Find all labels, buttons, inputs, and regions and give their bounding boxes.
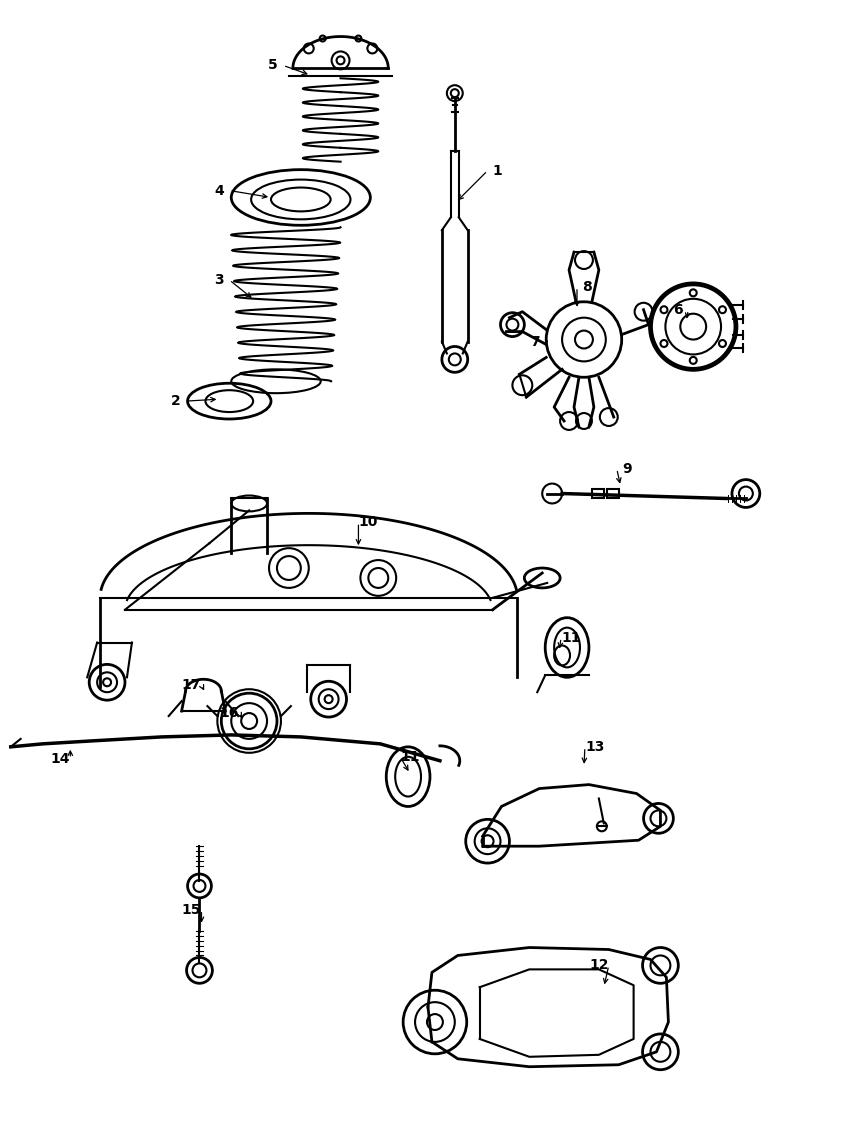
Text: 5: 5 <box>268 58 278 72</box>
Text: 13: 13 <box>585 740 605 754</box>
Text: 2: 2 <box>170 394 181 408</box>
Text: 16: 16 <box>220 706 239 720</box>
Text: 7: 7 <box>531 335 540 349</box>
Bar <box>592 488 604 498</box>
Text: 6: 6 <box>673 303 683 317</box>
Text: 3: 3 <box>215 273 224 287</box>
Text: 10: 10 <box>359 515 378 529</box>
Text: 1: 1 <box>493 163 502 177</box>
Text: 9: 9 <box>622 462 632 475</box>
Text: 12: 12 <box>589 958 609 973</box>
Text: 15: 15 <box>181 903 201 917</box>
Bar <box>607 488 619 498</box>
Text: 11: 11 <box>561 631 581 645</box>
Text: 11: 11 <box>400 750 420 764</box>
Text: 8: 8 <box>582 280 592 294</box>
Text: 4: 4 <box>215 184 224 198</box>
Text: 14: 14 <box>51 752 70 766</box>
Text: 17: 17 <box>181 678 201 693</box>
